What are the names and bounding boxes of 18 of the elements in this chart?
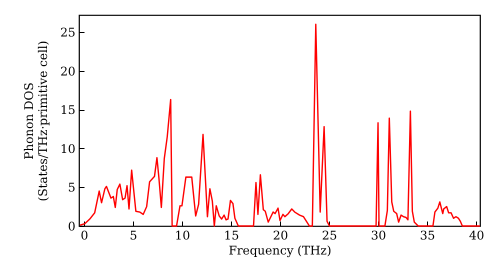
y-tick-label: 15 [60, 103, 76, 118]
y-tick-label: 5 [68, 180, 76, 195]
x-tick-label: 20 [272, 228, 288, 242]
y-tick-label: 25 [60, 26, 76, 40]
x-tick-label: 0 [80, 228, 88, 242]
y-axis-title: Phonon DOS (States/THz·primitive cell) [22, 40, 50, 202]
x-tick-label: 35 [420, 228, 436, 242]
x-tick-label: 30 [370, 228, 386, 242]
y-tick-label: 10 [60, 142, 76, 156]
x-tick-label: 5 [130, 228, 138, 242]
x-tick-label: 40 [468, 228, 484, 242]
y-tick-label: 20 [60, 64, 76, 78]
x-tick-label: 10 [174, 228, 190, 242]
y-tick-label: 0 [68, 220, 76, 234]
x-tick-label: 25 [322, 228, 338, 242]
x-axis-title: Frequency (THz) [228, 244, 332, 258]
line-series [79, 24, 481, 227]
x-tick-label: 15 [224, 228, 240, 242]
